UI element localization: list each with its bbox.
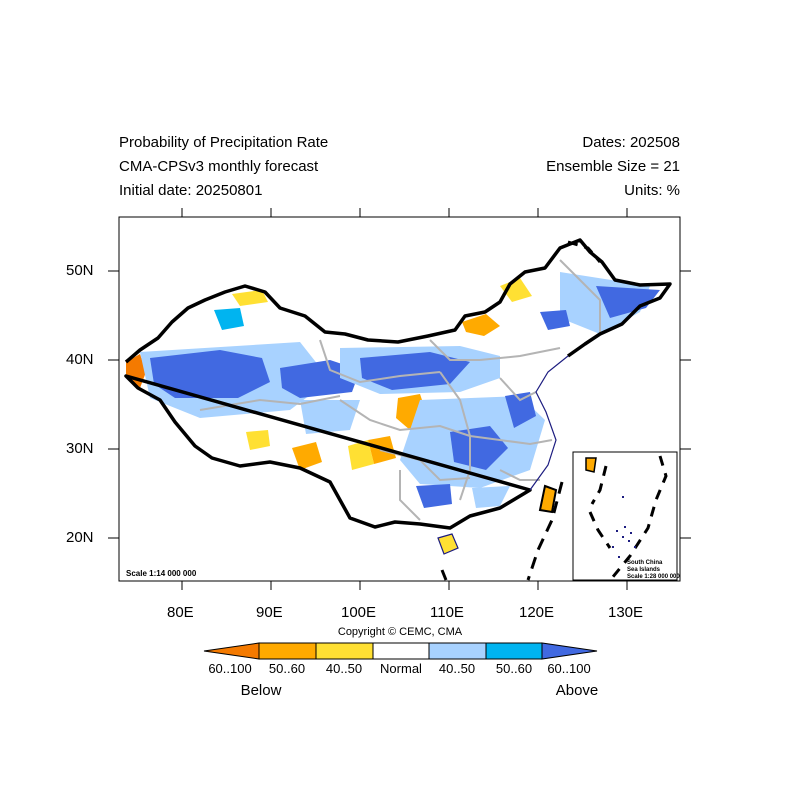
lon-tick-label: 90E xyxy=(256,604,283,621)
colorbar-label: Normal xyxy=(380,661,422,676)
inset-label-2: Sea Islands xyxy=(627,567,661,573)
below-label: Below xyxy=(240,682,282,699)
colorbar-label: 40..50 xyxy=(438,661,476,676)
hainan-island xyxy=(437,533,459,555)
colorbar-label: 60..100 xyxy=(547,661,591,676)
above-label: Above xyxy=(555,682,599,699)
model-label: CMA-CPSv3 monthly forecast xyxy=(119,158,319,175)
colorbar-label: 60..100 xyxy=(208,661,252,676)
units-label: Units: % xyxy=(624,182,680,199)
maritime-boundary-west xyxy=(440,569,448,581)
lon-tick-label: 110E xyxy=(430,604,464,621)
maritime-boundary xyxy=(526,481,564,581)
main-map-scale: Scale 1:14 000 000 xyxy=(126,569,197,578)
initial-date-label: Initial date: 20250801 xyxy=(119,182,263,199)
inset-taiwan xyxy=(585,457,597,473)
inset-islands xyxy=(612,496,636,558)
lat-tick-label: 50N xyxy=(66,262,94,279)
colorbar-label: 40..50 xyxy=(325,661,363,676)
lat-tick-label: 30N xyxy=(66,440,94,457)
map-title: Probability of Precipitation Rate xyxy=(119,134,329,151)
taiwan-island xyxy=(538,484,558,514)
copyright-text: Copyright © CEMC, CMA xyxy=(337,626,463,638)
colorbar-below-40-50 xyxy=(315,642,374,660)
colorbar-normal xyxy=(372,642,430,660)
lat-tick-label: 40N xyxy=(66,351,94,368)
inset-label-1: South China xyxy=(627,560,663,566)
axis-ticks xyxy=(108,208,691,590)
colorbar-label: 50..60 xyxy=(268,661,306,676)
colorbar-above-40-50 xyxy=(428,642,487,660)
lon-tick-label: 100E xyxy=(341,604,377,621)
colorbar-above-50-60 xyxy=(485,642,543,660)
dates-label: Dates: 202508 xyxy=(582,134,680,151)
coastline xyxy=(529,355,569,491)
colorbar-above-60-100 xyxy=(541,642,598,660)
inset-caption: South China Sea Islands Scale 1:28 000 0… xyxy=(627,560,680,581)
inset-maritime-boundary xyxy=(588,455,668,579)
colorbar-below-50-60 xyxy=(258,642,317,660)
lon-tick-label: 80E xyxy=(167,604,194,621)
national-border xyxy=(124,238,672,530)
colorbar xyxy=(203,642,598,660)
colorbar-label: 50..60 xyxy=(495,661,533,676)
lon-tick-label: 130E xyxy=(608,604,644,621)
colorbar-below-60-100 xyxy=(203,642,260,660)
above-normal-areas xyxy=(140,272,660,508)
inset-scale: Scale 1:28 000 000 xyxy=(627,574,680,580)
maritime-boundary-northeast xyxy=(567,240,602,263)
ensemble-size-label: Ensemble Size = 21 xyxy=(546,158,680,175)
lon-tick-label: 120E xyxy=(519,604,555,621)
lat-tick-label: 20N xyxy=(66,529,94,546)
